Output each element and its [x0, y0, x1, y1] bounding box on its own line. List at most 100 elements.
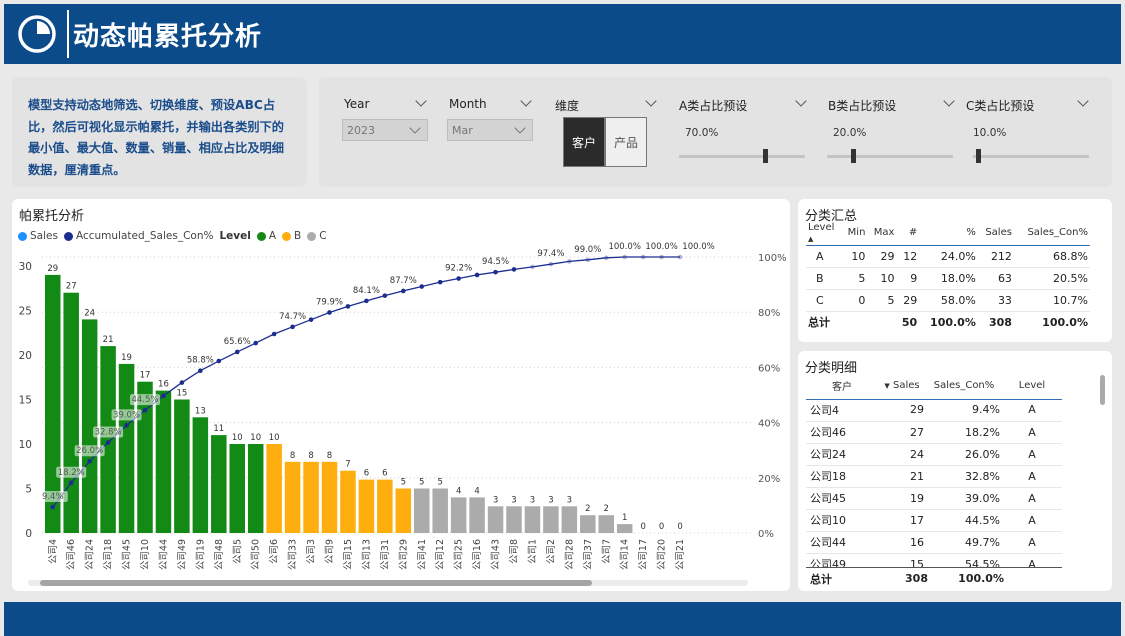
y-right-tick-label: 100%: [758, 253, 787, 264]
x-tick-label: 公司9: [325, 539, 336, 564]
detail-total-sales: 308: [905, 572, 928, 585]
accumulated-point: [271, 331, 277, 337]
detail-table: 公司4 29 9.4% A 公司46 27 18.2% A 公司24 24 26.0% A 公司18 21…: [806, 399, 1062, 567]
accumulated-data-label: 65.6%: [224, 337, 251, 347]
a-preset-chevron-icon[interactable]: [795, 95, 807, 107]
bar: [303, 461, 319, 533]
bar: [414, 488, 430, 533]
chevron-down-icon: [409, 122, 421, 134]
year-collapse-chevron-icon[interactable]: [415, 95, 427, 107]
y-right-tick-label: 40%: [758, 419, 780, 430]
summary-cell: 212: [977, 245, 1014, 268]
month-collapse-chevron-icon[interactable]: [520, 95, 532, 107]
detail-header-table: 客户 ▼ Sales Sales_Con% Level: [806, 373, 1062, 400]
year-dropdown[interactable]: 2023: [342, 119, 428, 141]
y-left-tick-label: 20: [19, 350, 32, 362]
bar: [229, 444, 245, 533]
chart-scrollbar-thumb[interactable]: [40, 580, 592, 586]
x-tick-label: 公司28: [564, 539, 575, 570]
detail-cell: A: [1002, 509, 1062, 532]
month-value: Mar: [452, 124, 473, 137]
detail-row[interactable]: 公司46 27 18.2% A: [806, 421, 1062, 444]
detail-row[interactable]: 公司45 19 39.0% A: [806, 487, 1062, 510]
detail-row[interactable]: 公司44 16 49.7% A: [806, 531, 1062, 554]
detail-cell: 26.0%: [926, 443, 1002, 466]
bar-data-label: 5: [437, 478, 442, 488]
x-tick-label: 公司31: [380, 539, 391, 570]
detail-cell: 9.4%: [926, 399, 1002, 422]
c-preset-chevron-icon[interactable]: [1077, 95, 1089, 107]
detail-col-salescon[interactable]: Sales_Con%: [926, 373, 1002, 400]
month-dropdown[interactable]: Mar: [447, 119, 533, 141]
bar: [155, 390, 172, 533]
c-preset-label: C类占比预设: [966, 99, 1035, 113]
chart-legend: Sales Accumulated_Sales_Con% Level A B C: [18, 230, 333, 242]
x-tick-label: 公司14: [620, 539, 631, 570]
bar: [192, 417, 209, 533]
detail-scrollbar-thumb[interactable]: [1100, 375, 1105, 405]
detail-row[interactable]: 公司49 15 54.5% A: [806, 553, 1062, 567]
detail-row[interactable]: 公司18 21 32.8% A: [806, 465, 1062, 488]
b-preset-value: 20.0%: [833, 127, 867, 139]
summary-col-level[interactable]: Level ▲: [806, 221, 842, 246]
c-preset-slider-track[interactable]: [973, 155, 1089, 158]
app-header: 动态帕累托分析: [4, 4, 1121, 64]
summary-col-max[interactable]: Max: [867, 221, 897, 246]
summary-cell: 50: [896, 310, 920, 333]
b-preset-label: B类占比预设: [828, 99, 897, 113]
legend-sales-label: Sales: [30, 230, 58, 242]
bar-data-label: 29: [47, 264, 58, 274]
summary-col-salescon[interactable]: Sales_Con%: [1013, 221, 1090, 246]
detail-col-customer[interactable]: 客户: [806, 373, 878, 400]
x-tick-label: 公司3: [306, 539, 317, 564]
dimension-customer-button[interactable]: 客户: [563, 117, 605, 167]
a-preset-slider-track[interactable]: [679, 155, 805, 158]
accumulated-point: [345, 304, 351, 309]
x-tick-label: 公司21: [675, 539, 686, 570]
bar: [450, 497, 467, 533]
a-preset-slider-handle[interactable]: [763, 149, 768, 163]
y-right-tick-label: 60%: [758, 363, 780, 374]
detail-rows[interactable]: 公司4 29 9.4% A 公司46 27 18.2% A 公司24 24 26.0% A 公司18 21…: [806, 399, 1062, 567]
c-preset-slider-handle[interactable]: [976, 149, 981, 163]
y-left-tick-label: 30: [19, 261, 32, 273]
summary-cell: 24.0%: [919, 245, 978, 268]
bar-data-label: 8: [327, 451, 332, 461]
summary-cell: 总计: [806, 310, 842, 333]
detail-total-label: 总计: [810, 572, 832, 586]
bar: [432, 488, 448, 533]
legend-c-label: C: [319, 230, 327, 242]
b-preset-slider-handle[interactable]: [851, 149, 856, 163]
detail-row[interactable]: 公司4 29 9.4% A: [806, 399, 1062, 422]
bar-data-label: 11: [213, 424, 224, 434]
x-tick-label: 公司17: [638, 539, 649, 570]
accumulated-point: [419, 284, 425, 289]
b-preset-chevron-icon[interactable]: [943, 95, 955, 107]
summary-cell: 5: [841, 267, 868, 290]
summary-col-min[interactable]: Min: [841, 221, 868, 246]
detail-col-level[interactable]: Level: [1002, 373, 1062, 400]
summary-col-sales[interactable]: Sales: [977, 221, 1014, 246]
bar: [81, 319, 98, 533]
bar-data-label: 0: [659, 522, 664, 532]
detail-row[interactable]: 公司10 17 44.5% A: [806, 509, 1062, 532]
summary-row: C 0 5 29 58.0% 33 10.7%: [806, 289, 1090, 312]
bar-data-label: 16: [158, 380, 169, 390]
detail-row[interactable]: 公司24 24 26.0% A: [806, 443, 1062, 466]
summary-cell: 9: [896, 267, 920, 290]
b-preset-slider-track[interactable]: [827, 155, 953, 158]
summary-cell: 0: [841, 289, 868, 312]
acc-label-bg: [111, 409, 142, 421]
detail-total-pct: 100.0%: [958, 572, 1004, 585]
accumulated-point: [290, 324, 295, 330]
summary-col-count[interactable]: #: [896, 221, 920, 246]
summary-col-pct[interactable]: %: [919, 221, 978, 246]
accumulated-point: [253, 340, 258, 346]
summary-cell: [867, 310, 897, 333]
detail-col-sales[interactable]: ▼ Sales: [878, 373, 926, 400]
dimension-chevron-icon[interactable]: [645, 95, 657, 107]
y-left-tick-label: 10: [19, 439, 32, 451]
accumulated-data-label: 9.4%: [42, 492, 64, 502]
accumulated-data-label: 18.2%: [58, 468, 85, 478]
dimension-product-button[interactable]: 产品: [605, 117, 647, 167]
